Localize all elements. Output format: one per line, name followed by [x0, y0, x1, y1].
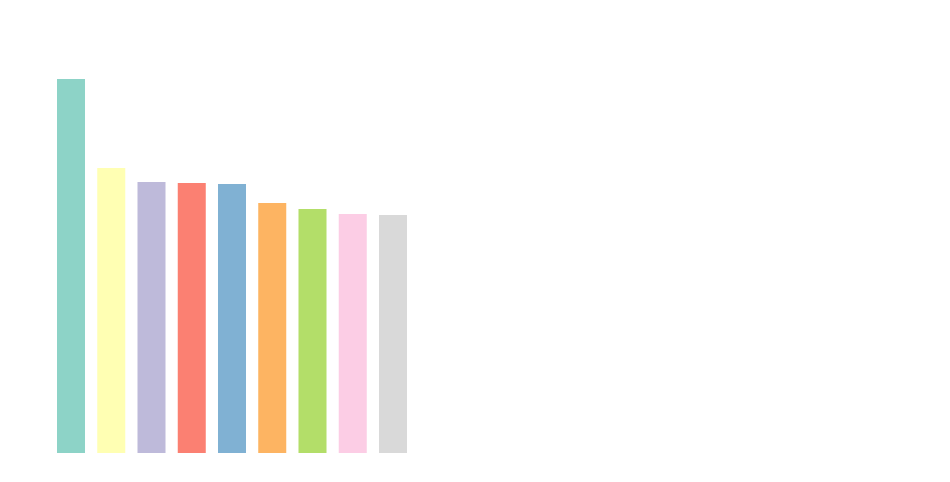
bar: [258, 203, 286, 453]
bar: [298, 209, 326, 453]
bar: [137, 182, 165, 453]
bar: [379, 215, 407, 453]
bar: [218, 184, 246, 453]
bar: [57, 79, 85, 453]
bar: [97, 168, 125, 453]
bar: [339, 214, 367, 453]
bars: [57, 79, 407, 453]
chart: [0, 0, 950, 482]
bar: [178, 183, 206, 453]
